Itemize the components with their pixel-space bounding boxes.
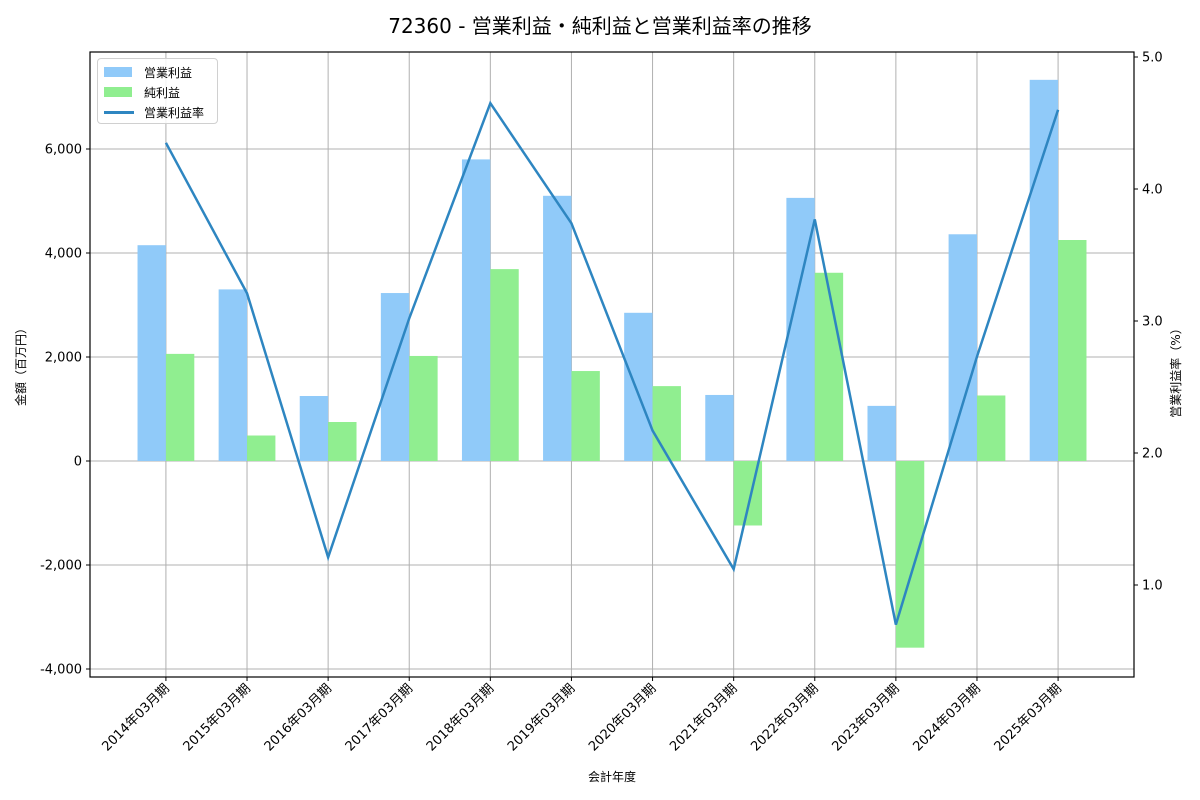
y2-tick-label: 3.0 <box>1142 315 1163 330</box>
legend-label: 純利益 <box>144 85 181 100</box>
y2-tick-label: 2.0 <box>1142 447 1163 462</box>
y-tick-label: 6,000 <box>45 143 82 158</box>
bar <box>895 461 925 648</box>
legend-item-operating-profit: 営業利益 <box>104 62 211 82</box>
right-axis-label: 営業利益率（%） <box>1168 322 1183 417</box>
bar <box>409 355 438 461</box>
bar-series <box>137 79 1087 648</box>
bar <box>218 289 248 461</box>
y-tick-label: 4,000 <box>45 247 82 262</box>
x-tick-label: 2015年03月期 <box>181 681 254 754</box>
y2-tick-label: 1.0 <box>1142 579 1163 594</box>
x-tick-label: 2018年03月期 <box>424 681 497 754</box>
legend-swatch-operating-margin <box>104 110 134 114</box>
margin-line <box>164 100 1060 625</box>
bar <box>328 422 357 461</box>
bar <box>1058 240 1087 461</box>
legend-item-operating-margin: 営業利益率 <box>104 102 211 122</box>
y-tick-label: -4,000 <box>40 663 82 678</box>
x-tick-label: 2014年03月期 <box>99 681 172 754</box>
chart-title: 72360 - 営業利益・純利益と営業利益率の推移 <box>388 14 812 38</box>
legend-swatch-operating-profit <box>104 67 132 77</box>
bar <box>1029 79 1059 461</box>
bar <box>976 395 1006 461</box>
bar <box>948 234 977 461</box>
bar <box>652 386 681 461</box>
legend-label: 営業利益 <box>144 65 193 80</box>
bar <box>490 269 519 461</box>
x-axis-label: 会計年度 <box>588 769 636 784</box>
legend: 営業利益 純利益 営業利益率 <box>97 58 218 124</box>
bar <box>137 245 166 461</box>
x-tick-label: 2021年03月期 <box>667 681 740 754</box>
y-tick-label: -2,000 <box>40 559 82 574</box>
x-axis-ticks: 2014年03月期 2015年03月期 2016年03月期 2017年03月期 2018… <box>99 677 1065 755</box>
legend-swatch-net-profit <box>104 87 132 97</box>
bar <box>247 435 276 461</box>
x-tick-label: 2023年03月期 <box>829 681 902 754</box>
y2-tick-label: 5.0 <box>1142 51 1163 66</box>
left-axis-ticks: -4,000 -2,000 0 2,000 4,000 6,000 <box>40 143 90 678</box>
bar <box>165 353 195 461</box>
legend-item-net-profit: 純利益 <box>104 82 211 102</box>
x-tick-label: 2016年03月期 <box>262 681 335 754</box>
bar <box>299 396 329 461</box>
x-tick-label: 2025年03月期 <box>992 681 1065 754</box>
legend-label: 営業利益率 <box>144 105 205 120</box>
x-tick-label: 2019年03月期 <box>505 681 578 754</box>
x-tick-label: 2024年03月期 <box>911 681 984 754</box>
x-tick-label: 2022年03月期 <box>748 681 821 754</box>
bar <box>624 312 653 461</box>
bar <box>461 159 491 461</box>
bar <box>571 371 600 461</box>
y-tick-label: 0 <box>74 455 82 470</box>
bar <box>705 394 734 461</box>
bar <box>867 405 896 461</box>
bar <box>543 195 572 462</box>
left-axis-label: 金額（百万円） <box>13 322 28 406</box>
bar <box>733 461 763 526</box>
line-series <box>164 100 1060 625</box>
bar <box>380 293 410 461</box>
x-tick-label: 2017年03月期 <box>343 681 416 754</box>
x-tick-label: 2020年03月期 <box>586 681 659 754</box>
y2-tick-label: 4.0 <box>1142 183 1163 198</box>
bar <box>814 272 844 461</box>
right-axis-ticks: 1.0 2.0 3.0 4.0 5.0 <box>1134 51 1163 594</box>
y-tick-label: 2,000 <box>45 351 82 366</box>
plot-frame <box>89 51 1135 678</box>
